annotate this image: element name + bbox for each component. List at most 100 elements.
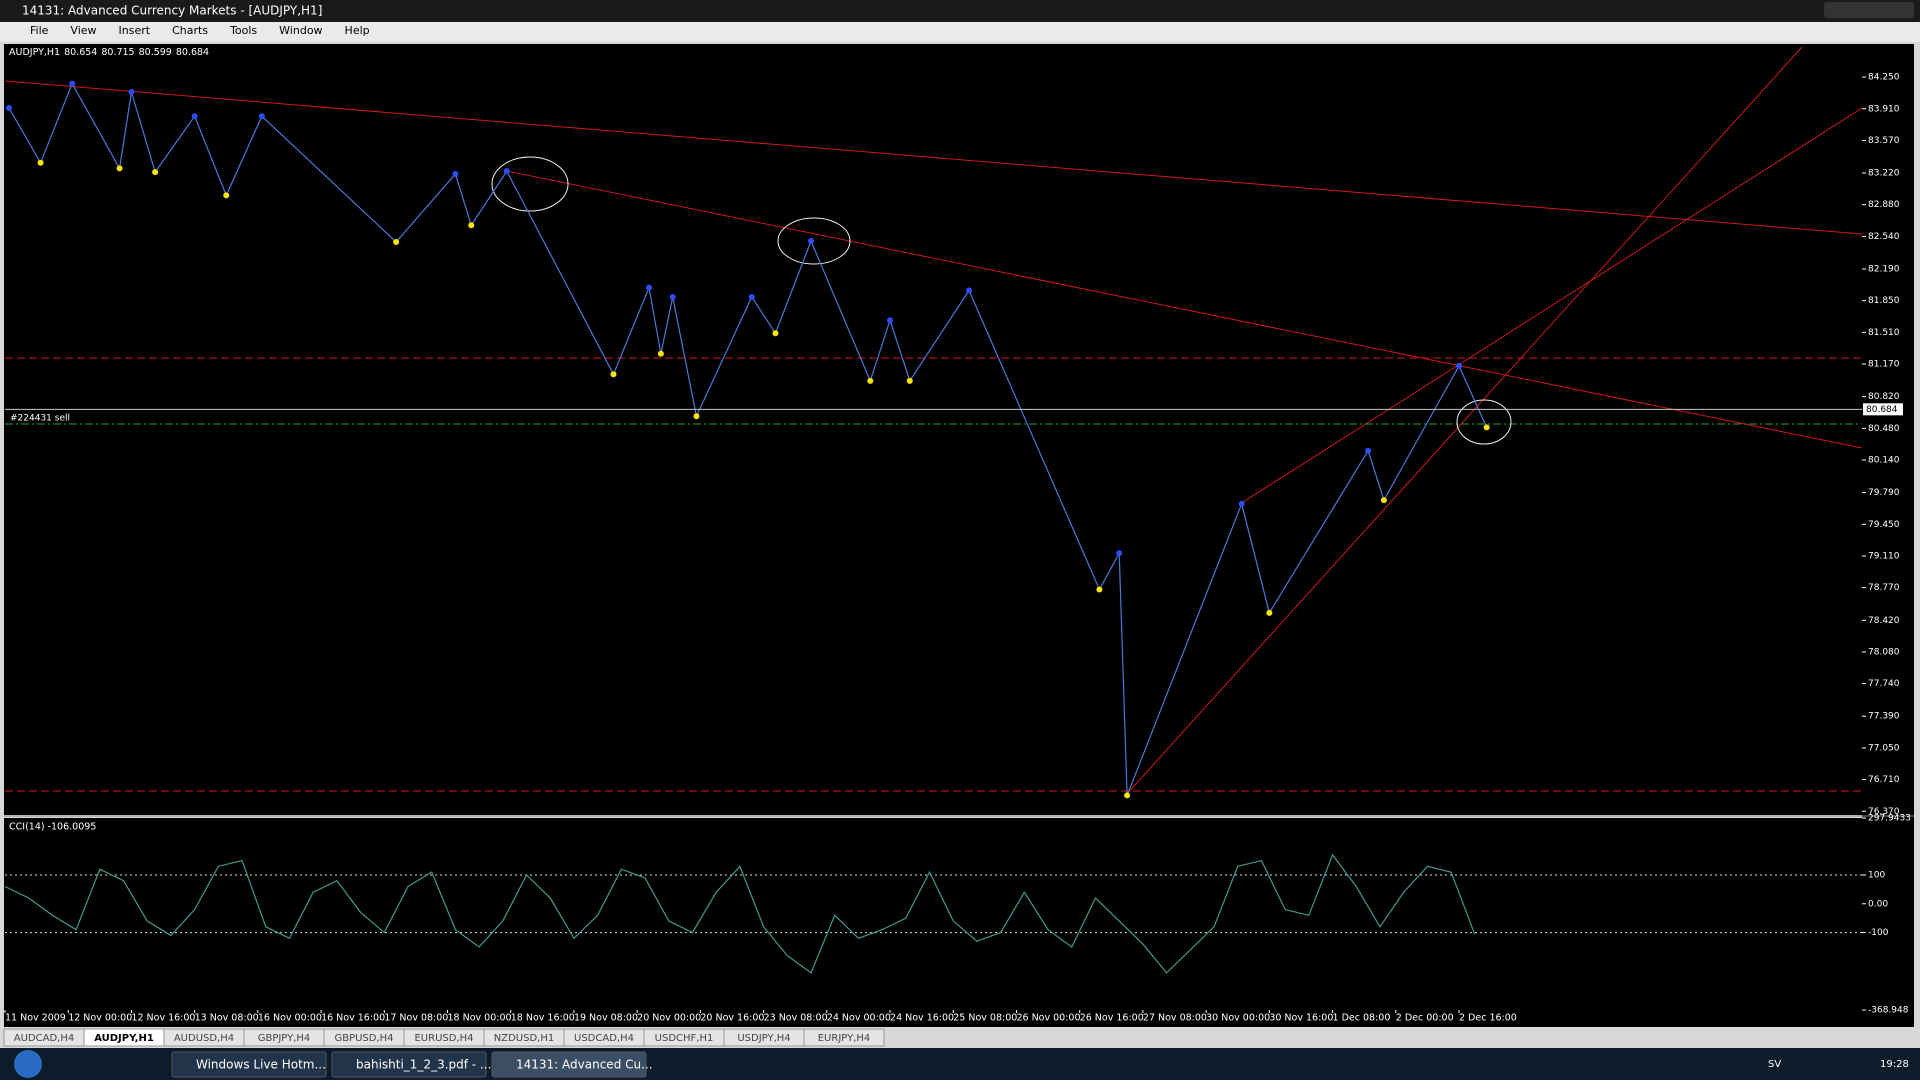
task-label: 14131: Advanced Cu... xyxy=(516,1058,653,1072)
tab-label: AUDUSD,H4 xyxy=(174,1033,234,1044)
pivot-low xyxy=(772,330,779,337)
x-tick-label: 26 Nov 16:00 xyxy=(1080,1013,1144,1024)
pivot-high xyxy=(191,113,198,120)
tab-label: USDCHF,H1 xyxy=(655,1033,714,1044)
price-axis xyxy=(1862,44,1914,1010)
y-tick-label: 77.740 xyxy=(1868,679,1900,689)
pivot-high xyxy=(1238,500,1245,507)
menu-item[interactable]: Window xyxy=(279,24,322,37)
tab-label: EURJPY,H4 xyxy=(818,1033,871,1044)
tab-label: EURUSD,H4 xyxy=(414,1033,473,1044)
pivot-low xyxy=(152,169,159,176)
y-tick-label: 84.250 xyxy=(1868,73,1900,83)
pivot-high xyxy=(1116,550,1123,557)
y-tick-label: 77.390 xyxy=(1868,712,1900,722)
menu-item[interactable]: View xyxy=(70,24,96,37)
y-tick-label: 80.140 xyxy=(1868,456,1900,466)
x-tick-label: 12 Nov 16:00 xyxy=(131,1013,195,1024)
x-tick-label: 24 Nov 00:00 xyxy=(827,1013,891,1024)
start-button[interactable] xyxy=(14,1050,42,1078)
trend-line xyxy=(1239,107,1863,505)
highlight-ellipse xyxy=(1456,399,1512,445)
plots: 84.250 83.910 83.570 83.220 82.880 82.540 82.1… xyxy=(4,47,1911,1024)
pivot-low xyxy=(1380,497,1387,504)
ohlc-value: 80.599 xyxy=(139,47,172,58)
taskbar-items: Windows Live Hotm... bahishti_1_2_3.pdf -… xyxy=(171,1051,653,1078)
tab-label: NZDUSD,H1 xyxy=(494,1033,554,1044)
menu-item[interactable]: Help xyxy=(345,24,370,37)
x-tick-label: 16 Nov 16:00 xyxy=(321,1013,385,1024)
y-tick-label: 0.00 xyxy=(1868,899,1888,909)
task-label: Windows Live Hotm... xyxy=(196,1058,326,1072)
trend-line xyxy=(4,80,1863,235)
x-tick-label: 20 Nov 00:00 xyxy=(637,1013,701,1024)
pivot-high xyxy=(128,88,135,95)
y-tick-label: 79.110 xyxy=(1868,551,1900,561)
y-tick-label: 80.820 xyxy=(1868,392,1900,402)
pivot-low xyxy=(116,165,123,172)
pivot-high xyxy=(646,284,653,291)
symbol-tabs: AUDCAD,H4 AUDJPY,H1 AUDUSD,H4 GBPJPY,H4 GBPU… xyxy=(3,1028,885,1047)
x-tick-label: 17 Nov 08:00 xyxy=(384,1013,448,1024)
y-tick-label: 78.080 xyxy=(1868,647,1900,657)
y-tick-label: 79.450 xyxy=(1868,520,1900,530)
pivot-low xyxy=(1124,792,1131,799)
pivot-low xyxy=(657,350,664,357)
task-button[interactable] xyxy=(491,1051,647,1078)
y-tick-label: 100 xyxy=(1868,870,1885,880)
y-tick-label: 78.420 xyxy=(1868,616,1900,626)
tab-label: GBPJPY,H4 xyxy=(258,1033,311,1044)
x-tick-label: 25 Nov 08:00 xyxy=(953,1013,1017,1024)
language: SV xyxy=(1768,1059,1781,1070)
pivot-low xyxy=(223,192,230,199)
ohlc-value: 80.715 xyxy=(101,47,134,58)
menu-item[interactable]: Insert xyxy=(119,24,151,37)
tab-label: AUDCAD,H4 xyxy=(14,1033,74,1044)
pivot-low xyxy=(393,238,400,245)
x-tick-label: 30 Nov 00:00 xyxy=(1206,1013,1270,1024)
pivot-low xyxy=(37,159,44,166)
ohlc-value: 80.684 xyxy=(176,47,209,58)
title-bar xyxy=(0,0,1920,22)
pivot-low xyxy=(693,413,700,420)
task-button[interactable] xyxy=(331,1051,487,1078)
x-tick-label: 1 Dec 08:00 xyxy=(1333,1013,1391,1024)
task-button[interactable] xyxy=(171,1051,327,1078)
y-tick-label: 76.370 xyxy=(1868,807,1900,817)
x-tick-label: 19 Nov 08:00 xyxy=(574,1013,638,1024)
x-tick-label: 11 Nov 2009 xyxy=(5,1013,66,1024)
y-tick-label: 83.220 xyxy=(1868,169,1900,179)
x-tick-label: 18 Nov 16:00 xyxy=(511,1013,575,1024)
x-tick-label: 23 Nov 08:00 xyxy=(764,1013,828,1024)
y-tick-label: -100 xyxy=(1868,928,1889,938)
pivot-high xyxy=(808,238,815,245)
current-price-label: 80.684 xyxy=(1866,405,1898,415)
tab-label: AUDJPY,H1 xyxy=(94,1033,154,1044)
tab[interactable] xyxy=(803,1028,885,1047)
window-controls[interactable] xyxy=(1824,2,1914,18)
pivot-high xyxy=(887,317,894,324)
zigzag-line xyxy=(8,82,1488,796)
y-tick-label: 83.570 xyxy=(1868,136,1900,146)
menu-item[interactable]: File xyxy=(30,24,49,37)
chart-header: AUDJPY,H1 80.654 80.715 80.599 80.684 xyxy=(9,47,209,58)
highlight-ellipse xyxy=(777,217,851,265)
clock: 19:28 xyxy=(1880,1059,1909,1070)
y-tick-label: 78.770 xyxy=(1868,583,1900,593)
y-tick-label: 83.910 xyxy=(1868,104,1900,114)
pivot-low xyxy=(468,222,475,229)
highlight-ellipse xyxy=(491,156,569,212)
pivot-high xyxy=(452,170,459,177)
y-tick-label: 80.480 xyxy=(1868,424,1900,434)
menu-item[interactable]: Charts xyxy=(172,24,208,37)
x-tick-label: 16 Nov 00:00 xyxy=(258,1013,322,1024)
window-title: 14131: Advanced Currency Markets - [AUDJ… xyxy=(22,4,322,18)
pivot-high xyxy=(258,113,265,120)
symbol: AUDJPY,H1 xyxy=(9,47,60,58)
x-tick-label: 12 Nov 00:00 xyxy=(68,1013,132,1024)
menu-item[interactable]: Tools xyxy=(229,24,257,37)
x-tick-label: 27 Nov 08:00 xyxy=(1143,1013,1207,1024)
pivot-low xyxy=(1266,609,1273,616)
